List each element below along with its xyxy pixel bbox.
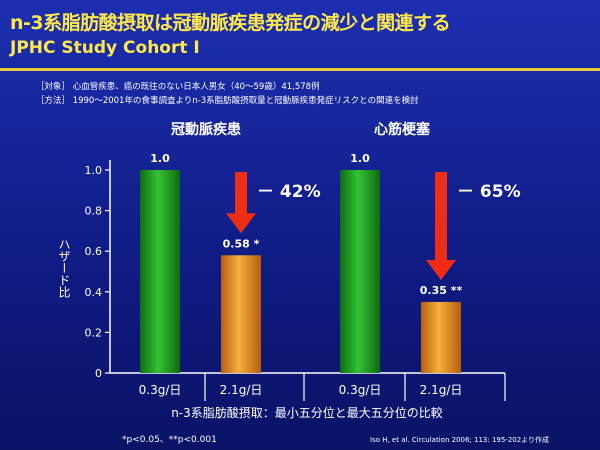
reduction-percent-label: － 65% — [457, 182, 521, 202]
bar-value-label: 1.0 — [350, 152, 370, 165]
reduction-percent-label: － 42% — [257, 182, 321, 202]
y-axis-label: ハザード比 — [57, 238, 71, 299]
bar — [221, 255, 261, 373]
bar — [140, 170, 180, 373]
bar — [421, 301, 461, 373]
bar-value-label: 0.35 ** — [420, 284, 463, 297]
citation: Iso H, et al. Circulation 2006; 113: 195… — [370, 436, 550, 444]
y-tick-label: 0 — [95, 367, 102, 380]
study-notes: ［対象］ 心血管疾患、癌の既往のない日本人男女（40～59歳）41,578例 ［… — [36, 80, 419, 108]
y-tick-label: 0.8 — [85, 205, 103, 218]
group-title: 冠動脈疾患 — [171, 121, 241, 138]
reduction-arrow — [426, 172, 456, 280]
y-tick-label: 0.2 — [85, 326, 103, 339]
bar-value-label: 1.0 — [150, 152, 170, 165]
x-category-label: 2.1g/日 — [220, 383, 263, 397]
page-title: n-3系脂肪酸摂取は冠動脈疾患発症の減少と関連する — [10, 12, 451, 34]
bar — [340, 170, 380, 373]
x-category-label: 2.1g/日 — [420, 383, 463, 397]
reduction-arrow — [226, 172, 256, 234]
note-subjects: ［対象］ 心血管疾患、癌の既往のない日本人男女（40～59歳）41,578例 — [36, 82, 320, 92]
title-divider — [0, 68, 600, 71]
x-category-label: 0.3g/日 — [339, 383, 382, 397]
y-tick-label: 1.0 — [85, 164, 103, 177]
y-tick-label: 0.4 — [85, 286, 103, 299]
x-category-label: 0.3g/日 — [139, 383, 182, 397]
significance-footnote: *p<0.05、**p<0.001 — [122, 435, 217, 445]
chart-marks: 冠動脈疾患 1.0 0.3g/日 0.58 * 2.1g/日 － 42% 心筋梗塞 1.0 0.… — [139, 121, 521, 397]
y-tick-label: 0.6 — [85, 245, 103, 258]
page-subtitle: JPHC Study Cohort I — [10, 38, 200, 58]
group-title: 心筋梗塞 — [374, 121, 431, 138]
x-axis-label: n-3系脂肪酸摂取：最小五分位と最大五分位の比較 — [171, 405, 443, 420]
bar-value-label: 0.58 * — [223, 237, 260, 250]
note-method: ［方法］ 1990～2001年の食事調査よりn-3系脂肪酸摂取量と冠動脈疾患発症… — [36, 96, 419, 106]
